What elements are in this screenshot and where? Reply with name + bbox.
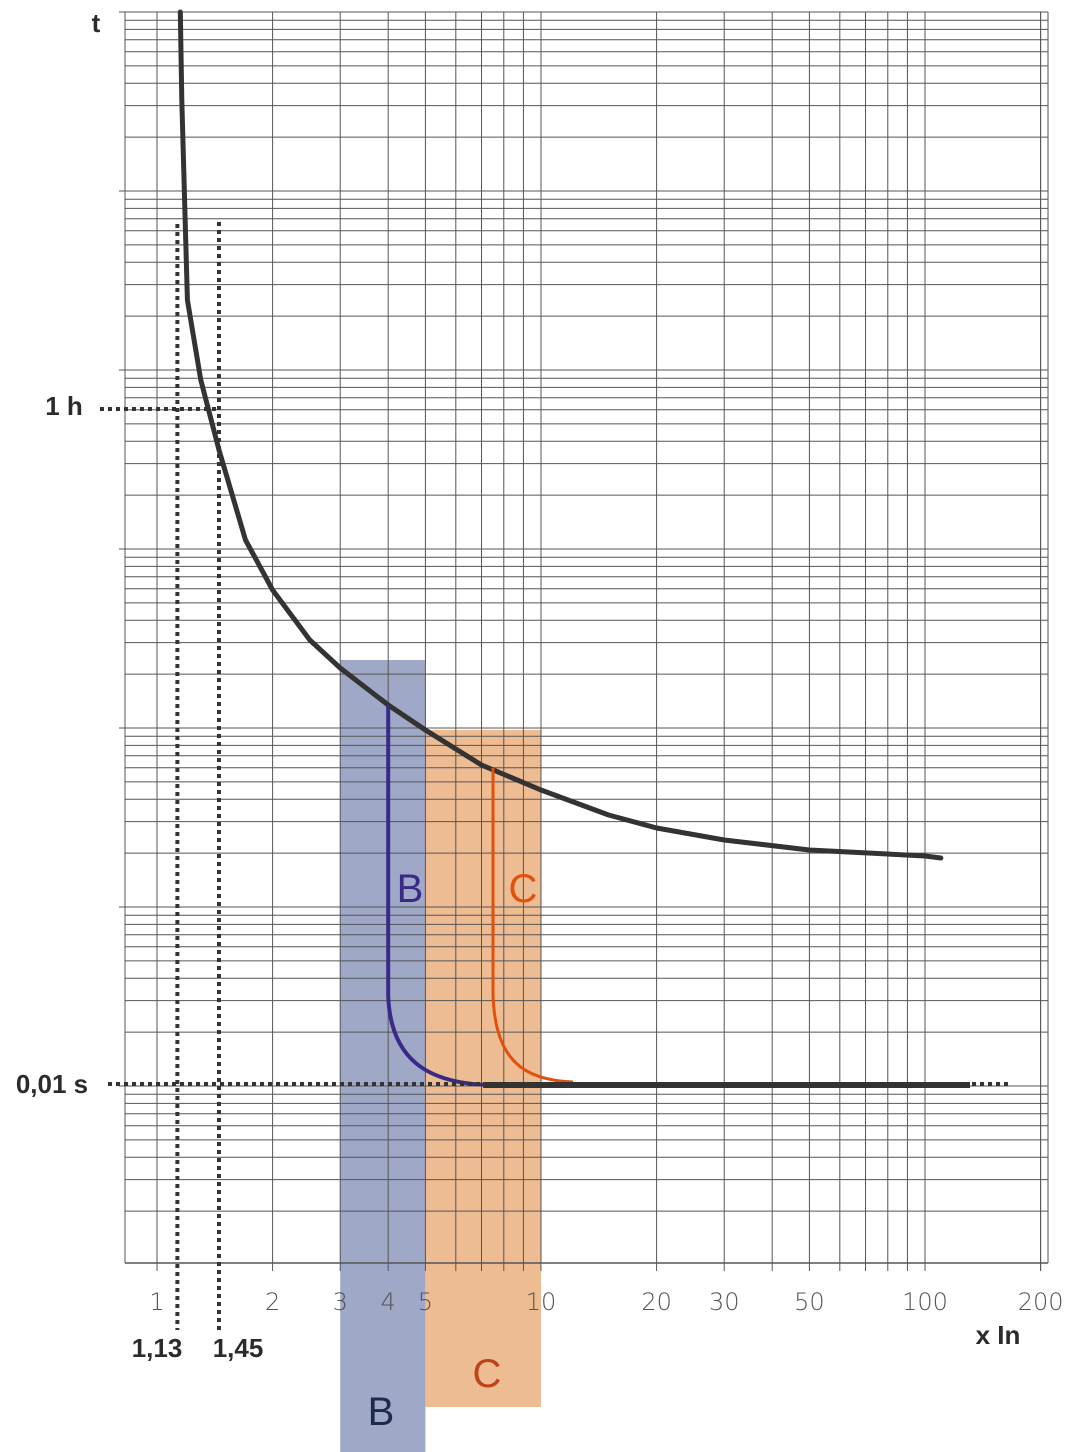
y-marker-001s-label: 0,01 s	[16, 1069, 88, 1099]
grid	[119, 11, 1049, 1271]
zone-b-label: B	[368, 1390, 395, 1434]
x-axis-label: x In	[976, 1320, 1021, 1350]
x-tick-label: 3	[333, 1288, 348, 1316]
x-tick-label: 100	[902, 1288, 948, 1316]
x-tick-label: 20	[641, 1288, 672, 1316]
x-tick-label: 1	[149, 1288, 164, 1316]
thermal-trip-curve	[177, 9, 944, 861]
zone-c-label: C	[473, 1352, 502, 1396]
y-marker-1h-label: 1 h	[45, 391, 83, 421]
x-tick-label: 5	[418, 1288, 433, 1316]
curve-c-magnetic	[491, 768, 574, 1084]
curve-b-magnetic	[386, 705, 489, 1087]
x-tick-labels: 1 2 3 4 5 10 20 30 50 100 200	[149, 1288, 1063, 1316]
x-tick-label: 2	[265, 1288, 280, 1316]
curve-c-label: C	[509, 867, 538, 911]
y-axis-label: t	[92, 8, 101, 38]
x-marker-145-label: 1,45	[213, 1333, 264, 1363]
x-tick-label: 50	[794, 1288, 825, 1316]
x-marker-113-label: 1,13	[132, 1333, 183, 1363]
x-tick-label: 200	[1018, 1288, 1064, 1316]
markers-layer	[100, 222, 1010, 1330]
zone-b-band	[340, 660, 426, 1452]
curve-b-label: B	[397, 867, 424, 911]
x-tick-label: 10	[526, 1288, 557, 1316]
x-tick-label: 4	[381, 1288, 396, 1316]
x-tick-label: 30	[709, 1288, 740, 1316]
